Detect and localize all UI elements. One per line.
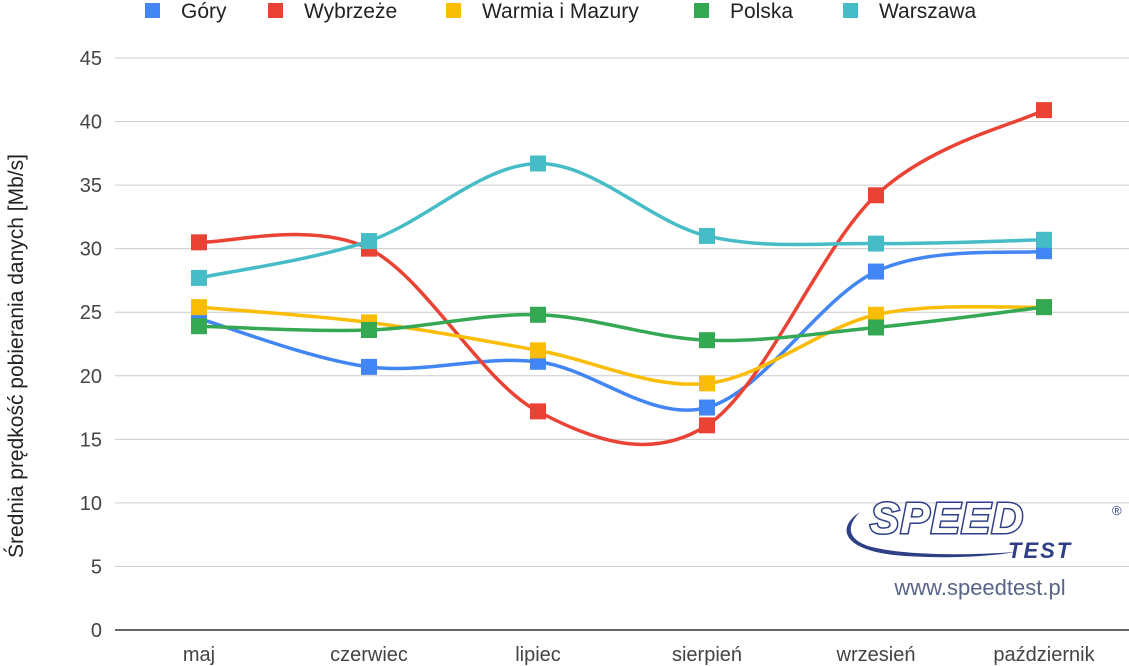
y-tick-label: 25 xyxy=(80,302,102,324)
y-tick-label: 20 xyxy=(80,366,102,388)
legend-label: Wybrzeże xyxy=(304,0,397,23)
y-tick-label: 10 xyxy=(80,493,102,515)
x-axis-ticks: maj czerwiec lipiec sierpień wrzesień paździe… xyxy=(183,644,1096,666)
y-tick-label: 40 xyxy=(80,112,102,134)
series-line xyxy=(198,108,1045,447)
data-point-marker xyxy=(361,233,377,250)
x-tick-label: październik xyxy=(993,644,1095,666)
y-tick-label: 15 xyxy=(80,429,102,451)
x-tick-label: czerwiec xyxy=(330,644,408,666)
x-tick-label: wrzesień xyxy=(836,644,916,666)
legend-swatch xyxy=(268,3,283,18)
y-axis-label: Średnia prędkość pobierania danych [Mb/s… xyxy=(4,154,28,558)
y-tick-label: 35 xyxy=(80,175,102,197)
series-line xyxy=(198,249,1045,412)
series-line xyxy=(198,161,1045,280)
legend-item: Wybrzeże xyxy=(268,0,397,23)
data-point-marker xyxy=(699,375,715,392)
series-line xyxy=(198,304,1045,386)
data-point-marker xyxy=(699,399,715,416)
data-point-marker xyxy=(191,318,207,335)
legend-label: Warmia i Mazury xyxy=(482,0,639,23)
legend-swatch xyxy=(145,3,160,18)
data-point-marker xyxy=(361,322,377,339)
y-tick-label: 5 xyxy=(91,556,102,578)
logo-speed-text: SPEED xyxy=(870,494,1024,543)
watermark-url: www.speedtest.pl xyxy=(893,575,1065,600)
x-tick-label: maj xyxy=(183,644,215,666)
data-point-marker xyxy=(1036,231,1052,248)
legend-item: Warmia i Mazury xyxy=(446,0,639,23)
series xyxy=(191,102,1052,447)
legend-label: Góry xyxy=(181,0,227,23)
data-point-marker xyxy=(868,263,884,280)
legend-label: Warszawa xyxy=(879,0,977,23)
data-point-marker xyxy=(191,234,207,251)
data-point-marker xyxy=(699,332,715,349)
data-point-marker xyxy=(699,417,715,434)
legend-item: Polska xyxy=(694,0,793,23)
data-point-marker xyxy=(530,306,546,323)
y-tick-label: 30 xyxy=(80,239,102,261)
series-2 xyxy=(191,299,1052,392)
y-tick-label: 45 xyxy=(80,48,102,70)
legend: Góry Wybrzeże Warmia i Mazury Polska Warszaw… xyxy=(145,0,977,23)
legend-item: Warszawa xyxy=(843,0,977,23)
data-point-marker xyxy=(191,269,207,286)
logo-test-text: TEST xyxy=(1008,538,1072,563)
data-point-marker xyxy=(1036,102,1052,119)
series-4 xyxy=(191,155,1052,286)
data-point-marker xyxy=(1036,299,1052,316)
legend-swatch xyxy=(843,3,858,18)
data-point-marker xyxy=(530,155,546,172)
x-tick-label: sierpień xyxy=(672,644,742,666)
data-point-marker xyxy=(530,403,546,420)
data-point-marker xyxy=(868,306,884,323)
y-tick-label: 0 xyxy=(91,620,102,642)
data-point-marker xyxy=(191,299,207,316)
legend-swatch xyxy=(446,3,461,18)
legend-swatch xyxy=(694,3,709,18)
speedtest-watermark: SPEED TEST ® www.speedtest.pl xyxy=(846,493,1122,600)
gridlines xyxy=(115,57,1129,631)
registered-mark: ® xyxy=(1112,503,1122,518)
data-point-marker xyxy=(868,235,884,252)
series-3 xyxy=(191,299,1052,349)
x-tick-label: lipiec xyxy=(515,644,561,666)
data-point-marker xyxy=(530,342,546,359)
y-axis-ticks: 0 5 10 15 20 25 30 35 40 45 xyxy=(80,48,102,642)
data-point-marker xyxy=(868,187,884,204)
data-point-marker xyxy=(699,227,715,244)
series-line xyxy=(198,305,1045,343)
legend-item: Góry xyxy=(145,0,227,23)
data-point-marker xyxy=(361,358,377,375)
speedtest-logo: SPEED TEST ® xyxy=(846,493,1122,563)
data-point-marker xyxy=(868,319,884,336)
legend-label: Polska xyxy=(730,0,793,23)
